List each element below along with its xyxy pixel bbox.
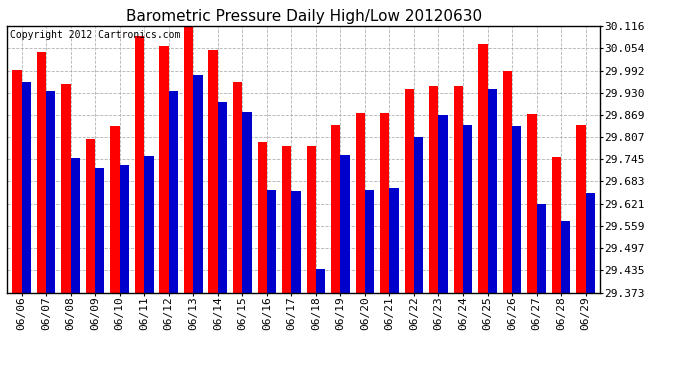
Bar — [365, 190, 374, 292]
Bar — [503, 70, 512, 292]
Bar — [95, 168, 104, 292]
Bar — [414, 136, 423, 292]
Bar — [316, 269, 325, 292]
Bar — [291, 192, 301, 292]
Bar — [37, 52, 46, 292]
Bar — [12, 70, 21, 292]
Bar — [193, 75, 203, 292]
Bar — [453, 87, 463, 292]
Bar — [46, 91, 55, 292]
Bar — [576, 125, 586, 292]
Bar — [70, 158, 80, 292]
Title: Barometric Pressure Daily High/Low 20120630: Barometric Pressure Daily High/Low 20120… — [126, 9, 482, 24]
Bar — [282, 146, 291, 292]
Bar — [380, 113, 389, 292]
Bar — [404, 89, 414, 292]
Bar — [463, 125, 472, 292]
Bar — [184, 26, 193, 292]
Bar — [512, 126, 522, 292]
Bar — [429, 86, 438, 292]
Bar — [169, 91, 178, 292]
Bar — [355, 113, 365, 292]
Bar — [208, 50, 218, 292]
Bar — [438, 115, 448, 292]
Bar — [21, 82, 31, 292]
Bar — [478, 44, 488, 292]
Bar — [586, 193, 595, 292]
Bar — [527, 114, 537, 292]
Bar — [233, 82, 242, 292]
Bar — [561, 221, 571, 292]
Bar — [86, 140, 95, 292]
Bar — [218, 102, 227, 292]
Bar — [340, 154, 350, 292]
Bar — [61, 84, 70, 292]
Bar — [306, 146, 316, 292]
Bar — [389, 188, 399, 292]
Bar — [242, 112, 252, 292]
Bar — [135, 36, 144, 292]
Bar — [110, 126, 119, 292]
Bar — [144, 156, 154, 292]
Bar — [159, 46, 169, 292]
Bar — [552, 157, 561, 292]
Text: Copyright 2012 Cartronics.com: Copyright 2012 Cartronics.com — [10, 30, 180, 40]
Bar — [267, 190, 276, 292]
Bar — [331, 125, 340, 292]
Bar — [537, 204, 546, 292]
Bar — [257, 142, 267, 292]
Bar — [119, 165, 129, 292]
Bar — [488, 89, 497, 292]
